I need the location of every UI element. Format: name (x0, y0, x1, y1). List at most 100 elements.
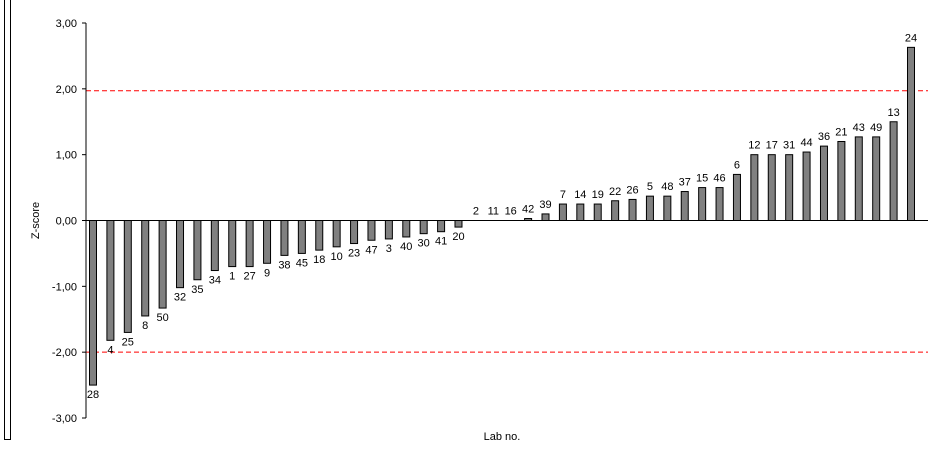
bar-label: 37 (679, 177, 691, 189)
bar (698, 187, 707, 221)
bar-label: 50 (156, 312, 168, 324)
bar (315, 220, 324, 251)
bar (350, 220, 359, 245)
y-tick-label: 2,00 (56, 84, 77, 96)
bar (785, 154, 794, 222)
bar-label: 4 (107, 344, 113, 356)
bar-label: 43 (853, 122, 865, 134)
bar-label: 21 (835, 127, 847, 139)
bar-label: 22 (609, 186, 621, 198)
bar (645, 195, 654, 221)
bar-label: 12 (748, 140, 760, 152)
bar-label: 2 (473, 206, 479, 218)
left-border (4, 0, 5, 440)
bar-label: 49 (870, 122, 882, 134)
bar-label: 32 (174, 292, 186, 304)
left-border-bottom (4, 439, 11, 440)
bars (89, 46, 915, 386)
bar-label: 6 (734, 159, 740, 171)
bar (454, 220, 463, 228)
bar (680, 191, 689, 222)
bar (715, 187, 724, 221)
bar (576, 203, 585, 222)
bar (558, 203, 567, 222)
bar (802, 151, 811, 222)
bar (210, 220, 219, 272)
bar-label: 3 (386, 243, 392, 255)
bar-label: 26 (626, 184, 638, 196)
bar-label: 20 (452, 231, 464, 243)
bar-label: 47 (365, 244, 377, 256)
bar-label: 1 (229, 271, 235, 283)
bar (767, 154, 776, 222)
bar (297, 220, 306, 254)
bar-label: 13 (887, 107, 899, 119)
bar (628, 198, 637, 221)
bar (854, 136, 863, 221)
y-tick-label: 0,00 (56, 216, 77, 228)
bar-label: 31 (783, 140, 795, 152)
bar-label: 46 (713, 173, 725, 185)
y-tick-label: 1,00 (56, 150, 77, 162)
bar-label: 16 (505, 206, 517, 218)
bar (663, 195, 672, 221)
bar-label: 35 (191, 284, 203, 296)
bar-label: 28 (87, 389, 99, 401)
bar-label: 23 (348, 248, 360, 260)
bar-label: 19 (592, 189, 604, 201)
y-axis-ticks: 3,00 2,00 1,00 0,00 -1,00 -2,00 -3,00 (52, 18, 86, 425)
y-tick-label: -1,00 (52, 281, 77, 293)
bar (106, 220, 115, 341)
bar (732, 173, 741, 222)
bar (593, 203, 602, 222)
bar-label: 42 (522, 204, 534, 216)
bar-label: 39 (539, 199, 551, 211)
y-axis-title: Z-score (30, 202, 42, 239)
bar-label: 48 (661, 181, 673, 193)
bar (872, 136, 881, 221)
bar (280, 220, 289, 256)
y-tick-label: 3,00 (56, 18, 77, 30)
bar-label: 7 (560, 189, 566, 201)
bar (176, 220, 185, 289)
bar-label: 5 (647, 181, 653, 193)
left-border-inner (10, 0, 11, 440)
bar (332, 220, 341, 248)
bar-label: 36 (818, 131, 830, 143)
bar (245, 220, 254, 268)
bar (158, 220, 167, 309)
bar (228, 220, 237, 268)
bar-label: 18 (313, 254, 325, 266)
bar (263, 220, 272, 264)
bar-label: 27 (244, 271, 256, 283)
bar (889, 121, 898, 221)
bar-label: 8 (142, 320, 148, 332)
bar (437, 220, 446, 233)
bar (367, 220, 376, 241)
bar (907, 46, 915, 221)
bar (819, 145, 828, 222)
bar-label: 25 (122, 336, 134, 348)
bar (89, 220, 97, 386)
x-axis-title: Lab no. (484, 431, 521, 443)
bar (402, 220, 411, 238)
bar-label: 44 (800, 137, 812, 149)
bar-label: 34 (209, 275, 221, 287)
y-tick-label: -3,00 (52, 413, 77, 425)
bar-label: 15 (696, 173, 708, 185)
reference-lines (86, 90, 928, 353)
bar-label: 24 (905, 32, 917, 44)
bar (384, 220, 393, 240)
bar (419, 220, 428, 235)
bar (541, 213, 550, 222)
bar (611, 200, 620, 221)
bar (141, 220, 150, 317)
bar-label: 9 (264, 267, 270, 279)
bar-label: 14 (574, 189, 586, 201)
bar (837, 141, 846, 221)
bar-label: 11 (488, 206, 499, 218)
bar-label: 30 (418, 238, 430, 250)
